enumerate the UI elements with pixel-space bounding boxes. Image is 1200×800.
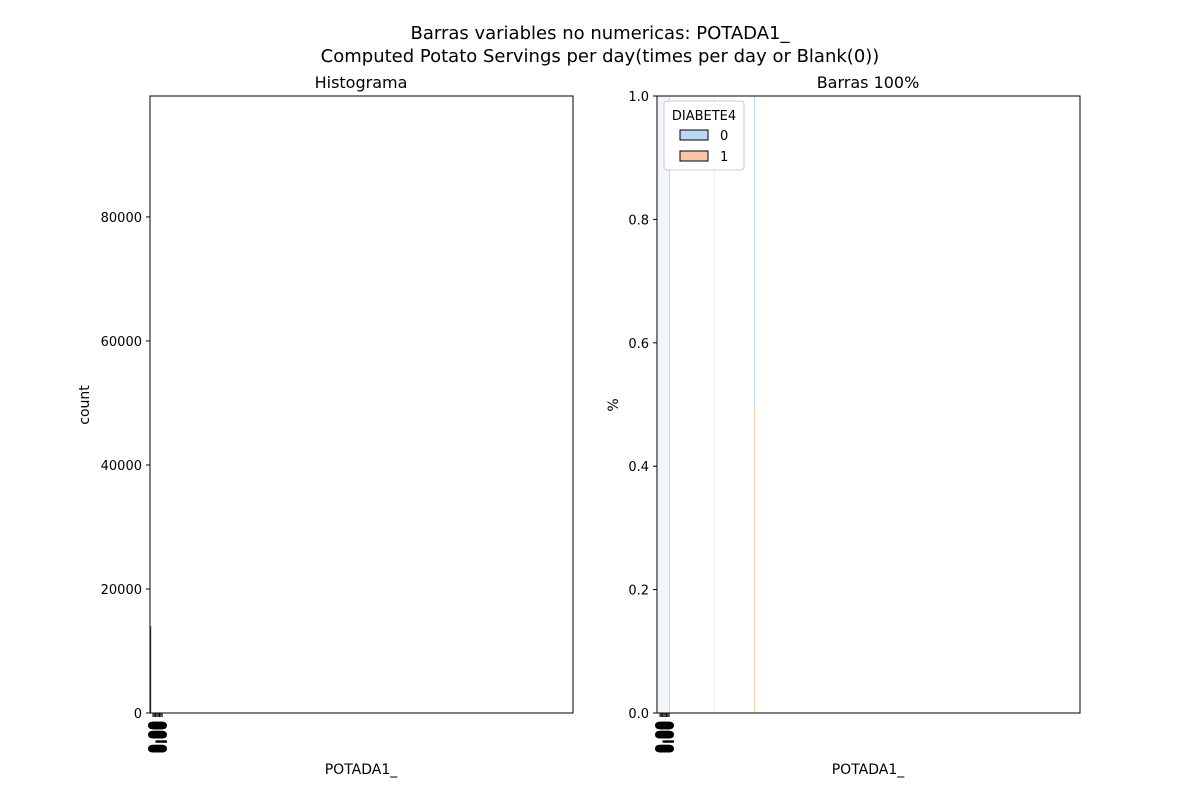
percent-bar-series1-bar [669,678,670,713]
histogram-y-label: count [77,385,93,425]
suptitle-line2: Computed Potato Servings per day(times p… [321,46,880,67]
legend-label-0: 0 [720,129,728,144]
histogram-x-ticks: 0.000.000.000.000.000.000.000.00 [147,713,171,753]
legend: DIABETE4 0 1 [663,100,745,171]
legend-swatch-0 [679,129,709,141]
percent-bar-series0-bar [658,96,669,713]
percent-bar-y-label: % [606,398,622,411]
percent-bar-y-tick-label: 1.0 [628,90,649,105]
histogram-marks [150,626,152,713]
histogram-x-tick-label: 0.00 [147,721,162,753]
suptitle-line1: Barras variables no numericas: POTADA1_ [410,23,790,44]
percent-bar-marks [658,96,755,713]
percent-bar-y-tick-label: 0.8 [628,213,649,228]
histogram-x-tick-label: 0.00 [151,721,166,753]
percent-bar-axes-frame [656,95,1081,714]
percent-bar-x-tick-label: 0.00 [654,721,669,753]
percent-bar-x-tick-label: 0.00 [658,721,673,753]
histogram-x-label: POTADA1_ [325,762,399,778]
percent-bar-x-tick-label: 0.00 [663,721,678,753]
percent-bar-x-ticks: 0.000.000.000.000.000.000.000.00 [654,713,678,753]
histogram-axes-frame [149,95,574,714]
percent-bar-series1-bar [754,406,755,713]
legend-label-1: 1 [720,150,728,165]
histogram-title: Histograma [315,73,408,92]
percent-bar-x-label: POTADA1_ [832,762,906,778]
percent-bar-title: Barras 100% [817,73,920,92]
histogram-y-tick-label: 20000 [101,583,142,598]
legend-swatch-1 [679,150,709,162]
histogram-x-tick-label: 0.00 [155,721,170,753]
histogram-y-tick-label: 40000 [101,459,142,474]
percent-bar-chart: Barras 100% 0.00.20.40.60.81.0 0.000.000… [606,73,1081,778]
histogram-x-tick-label: 0.00 [150,721,165,753]
histogram-y-ticks: 0 20000 40000 60000 80000 [101,211,150,722]
histogram-y-tick-label: 60000 [101,335,142,350]
percent-bar-x-tick-label: 0.00 [659,721,674,753]
percent-bar-x-tick-label: 0.00 [657,721,672,753]
histogram-x-tick-label: 0.00 [156,721,171,753]
percent-bar-y-ticks: 0.0 0.2 0.4 0.6 0.8 1.0 [628,90,657,722]
percent-bar-y-tick-label: 0.0 [628,707,649,722]
histogram-y-tick-label: 80000 [101,211,142,226]
percent-bar-x-tick-label: 0.00 [655,721,670,753]
histogram-bar [150,626,152,713]
percent-bar-x-tick-label: 0.00 [661,721,676,753]
percent-bar-y-tick-label: 0.6 [628,337,649,352]
histogram-y-tick-label: 0 [134,707,142,722]
percent-bar-x-tick-label: 0.00 [662,721,677,753]
percent-bar-series0-bar [714,96,715,713]
histogram-chart: Histograma 0 20000 40000 60000 80000 0.000.0… [77,73,574,778]
percent-bar-y-tick-label: 0.2 [628,584,649,599]
percent-bar-y-tick-label: 0.4 [628,460,649,475]
percent-bar-series0-bar [754,96,755,406]
legend-title: DIABETE4 [672,109,736,124]
percent-bar-series0-bar [669,96,670,713]
histogram-x-tick-label: 0.00 [154,721,169,753]
histogram-x-tick-label: 0.00 [148,721,163,753]
histogram-x-tick-label: 0.00 [152,721,167,753]
